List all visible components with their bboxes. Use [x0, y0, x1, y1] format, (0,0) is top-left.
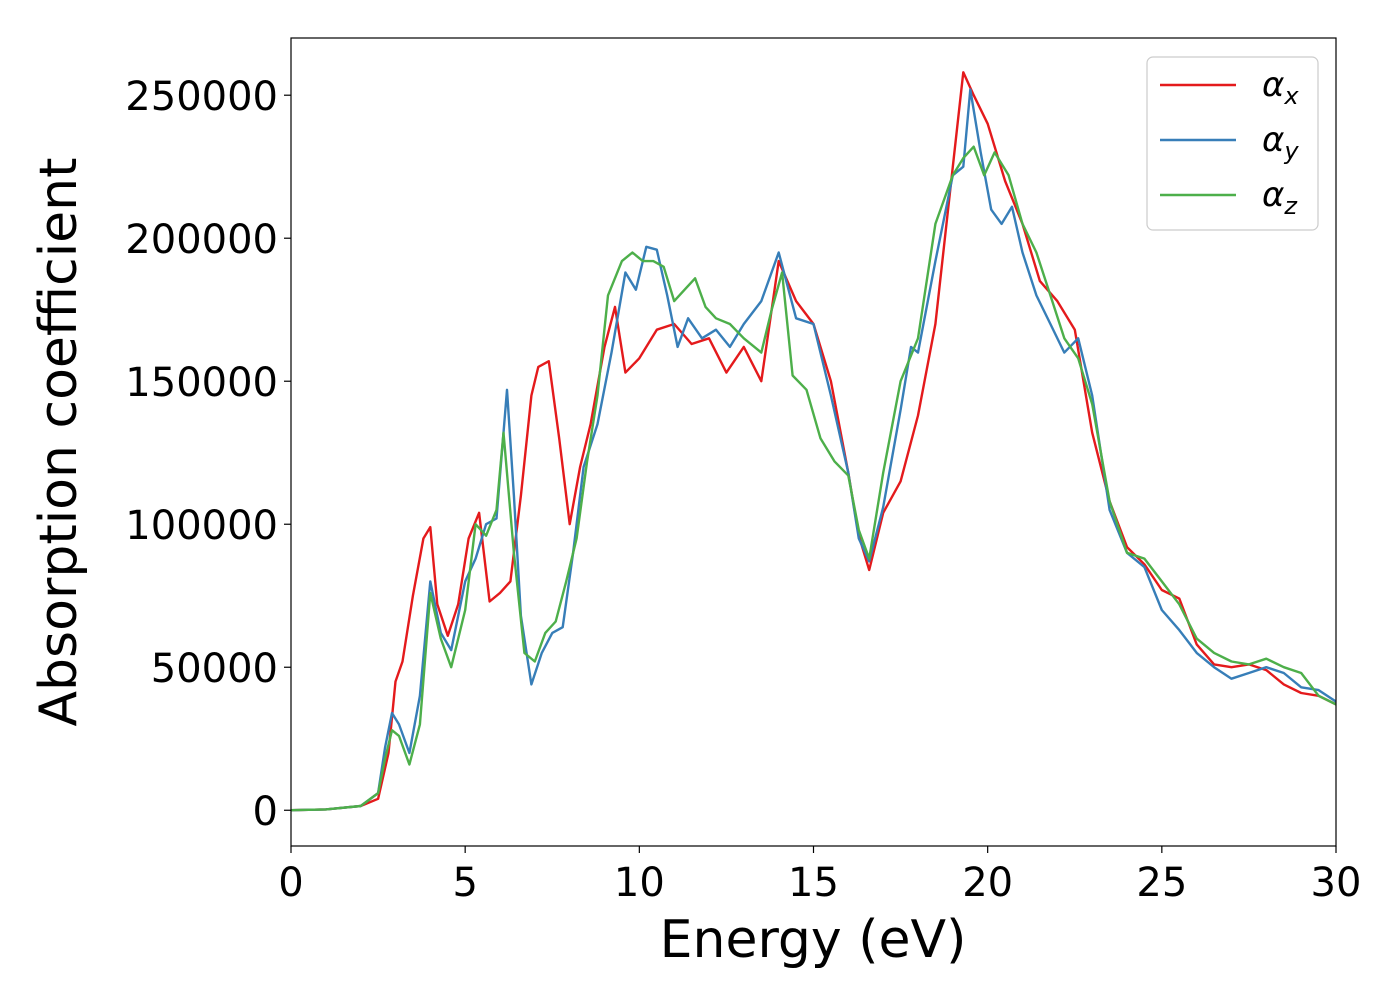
legend-label-x: αx [1262, 65, 1299, 110]
x-axis: 0 5 10 15 20 25 30 [278, 846, 1361, 906]
x-axis-label: Energy (eV) [660, 910, 967, 970]
x-tick-label: 0 [278, 860, 303, 906]
series-layer [291, 71, 1336, 812]
y-axis: 0 50000 100000 150000 200000 250000 [125, 74, 291, 835]
x-tick-label: 5 [452, 860, 477, 906]
series-line-z [291, 145, 1336, 812]
legend-label-z: αz [1262, 175, 1298, 220]
x-tick-label: 25 [1136, 860, 1187, 906]
legend-label-y: αy [1262, 120, 1299, 165]
y-tick-label: 150000 [125, 360, 278, 406]
x-tick-label: 30 [1311, 860, 1362, 906]
x-tick-label: 20 [962, 860, 1013, 906]
legend: αx αy αz [1146, 56, 1319, 231]
series-line-y [291, 88, 1336, 812]
y-tick-label: 250000 [125, 74, 278, 120]
y-tick-label: 0 [253, 789, 278, 835]
x-tick-label: 10 [614, 860, 665, 906]
y-axis-label: Absorption coefficient [29, 157, 89, 726]
x-tick-label: 15 [788, 860, 839, 906]
legend-box [1146, 56, 1319, 231]
y-tick-label: 100000 [125, 503, 278, 549]
y-tick-label: 50000 [151, 646, 278, 692]
series-line-x [291, 71, 1336, 812]
y-tick-label: 200000 [125, 217, 278, 263]
